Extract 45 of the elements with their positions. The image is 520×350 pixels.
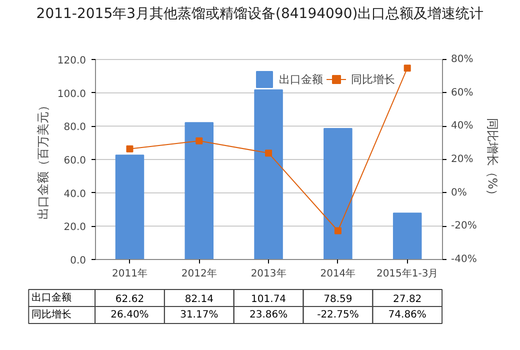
bar: [115, 154, 144, 260]
point: [265, 150, 272, 157]
bar: [324, 128, 352, 260]
data-label: 62.62: [115, 294, 144, 305]
y-tick-label: 120.0: [57, 56, 86, 66]
data-label: 31.17%: [180, 310, 218, 320]
point: [334, 227, 342, 234]
y2-tick-label: 80%: [451, 54, 474, 65]
y-tick-label: 80.0: [64, 122, 86, 134]
legend-label: 同比增长: [351, 72, 395, 86]
y2-tick-label: -20%: [451, 220, 477, 232]
y-tick-label: 40.0: [64, 188, 86, 200]
data-label: 82.14: [184, 294, 214, 305]
y2-tick-label: 0%: [451, 187, 467, 198]
bar: [184, 122, 214, 260]
y-tick-label: 0.0: [70, 256, 86, 266]
data-label: 101.74: [251, 294, 286, 305]
data-label: 74.86%: [388, 310, 426, 320]
x-tick-label: 2014年: [320, 268, 356, 280]
y2-tick-label: 20%: [451, 154, 474, 165]
data-label: -22.75%: [317, 310, 359, 320]
data-label: 26.40%: [110, 310, 149, 320]
x-tick-label: 2012年: [181, 268, 217, 280]
data-label: 27.82: [393, 294, 422, 305]
y2-tick-label: -40%: [451, 254, 477, 265]
text: 出口金额: [32, 292, 72, 304]
data-label: 23.86%: [249, 310, 288, 320]
x-tick-label: 2013年: [250, 268, 286, 280]
y2-tick-label: 40%: [451, 120, 474, 132]
y2-axis-title: 同比增长（%）: [485, 118, 500, 202]
text: 同比增长: [32, 310, 72, 320]
x-tick-label: 2015年1-3月: [376, 268, 438, 280]
y-tick-label: 20.0: [64, 222, 86, 234]
y-axis-title: 出口金额（百万美元）: [36, 100, 50, 220]
point: [126, 145, 134, 152]
y-tick-label: 100.0: [57, 88, 86, 100]
legend-label: 出口金额: [279, 72, 323, 86]
point: [404, 64, 411, 72]
y-tick-label: 60.0: [64, 156, 86, 166]
chart-title: 2011-2015年3月其他蒸馏或精馏设备(84194090)出口总额及增速统计: [36, 5, 484, 24]
y2-tick-label: 60%: [451, 87, 474, 98]
bar: [392, 212, 422, 260]
point: [196, 137, 203, 144]
data-label: 78.59: [324, 294, 352, 305]
x-tick-label: 2011年: [112, 268, 148, 280]
